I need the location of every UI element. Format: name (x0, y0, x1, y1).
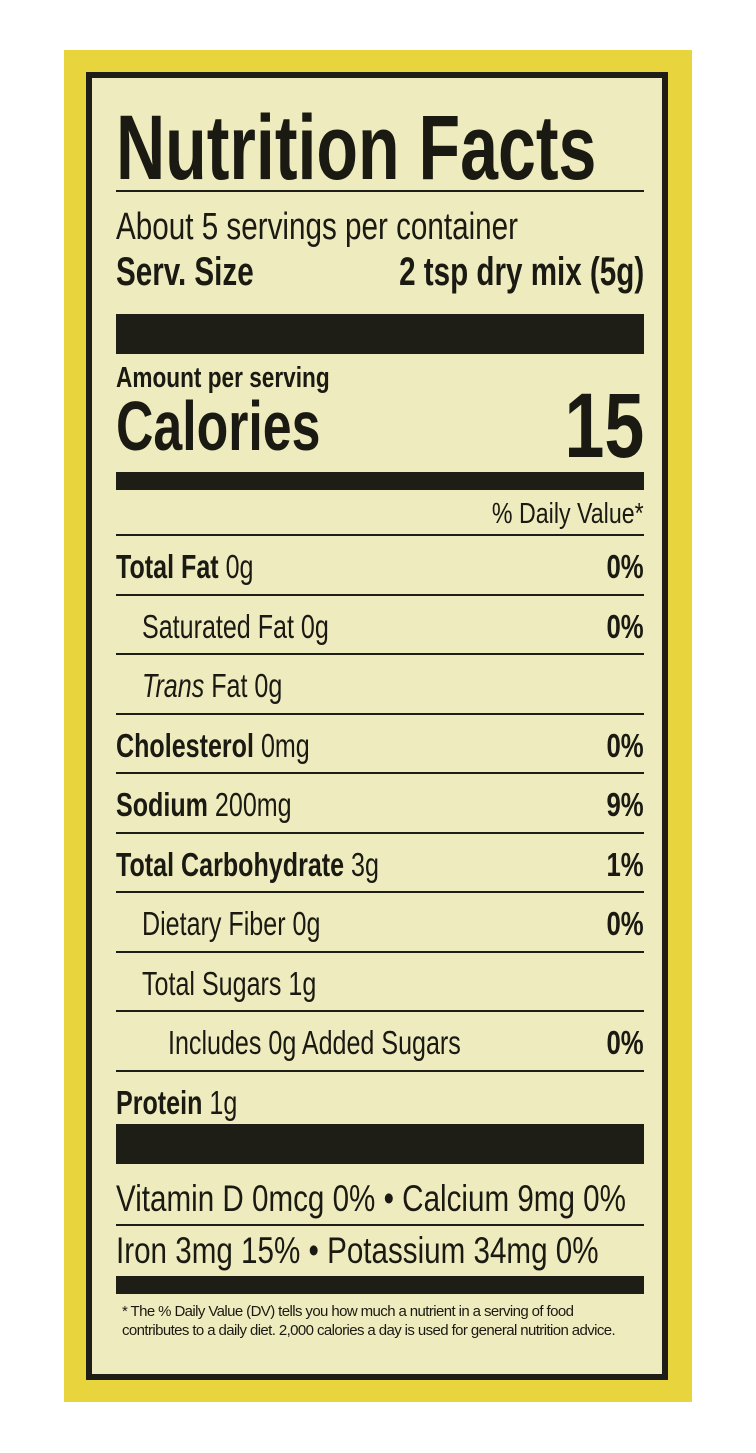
nutrient-label: Includes 0g Added Sugars (168, 1024, 461, 1062)
nutrient-row: Total Sugars 1g (116, 965, 644, 1005)
servings-line: About 5 servings per container (116, 206, 644, 248)
calories-label: Calories (116, 387, 321, 465)
nutrient-amount: 0mg (260, 726, 310, 764)
nutrient-row: Includes 0g Added Sugars 0% (116, 1024, 644, 1064)
nutrient-row: Total Carbohydrate 3g 1% (116, 846, 644, 886)
nutrient-amount: 1g (288, 964, 317, 1002)
nutrient-label: Total Sugars 1g (142, 965, 316, 1003)
nutrient-name: Cholesterol (116, 726, 254, 764)
footnote: * The % Daily Value (DV) tells you how m… (122, 1303, 616, 1339)
nutrient-label: Protein 1g (116, 1084, 237, 1122)
nutrient-row: Sodium 200mg 9% (116, 786, 644, 826)
divider (116, 1069, 644, 1072)
thick-divider (116, 1124, 644, 1164)
nutrient-row: Total Fat 0g 0% (116, 548, 644, 588)
divider (116, 712, 644, 715)
nutrient-name: Total Fat (116, 548, 219, 585)
nutrient-amount: 200mg (214, 786, 292, 823)
nutrient-label: Trans Fat 0g (142, 667, 282, 705)
nutrient-name: Total Carbohydrate (116, 845, 345, 883)
nutrient-amount: 0g (225, 548, 254, 585)
nutrient-label: Total Fat 0g (116, 548, 254, 586)
divider (116, 534, 644, 536)
nutrient-label: Saturated Fat 0g (142, 608, 329, 646)
thick-divider (116, 314, 644, 354)
amount-per-serving: Amount per serving (116, 362, 330, 394)
divider (116, 772, 644, 774)
medium-divider (116, 1276, 644, 1294)
nutrient-label: Dietary Fiber 0g (142, 905, 320, 943)
nutrient-amount: 1g (209, 1083, 238, 1121)
nutrient-row: Dietary Fiber 0g 0% (116, 905, 644, 945)
nutrient-amount: 0g (300, 607, 329, 645)
nutrient-name-suffix: Fat (211, 667, 248, 704)
divider (116, 653, 644, 655)
nutrient-name: Trans (142, 667, 205, 704)
nutrient-amount: 0g (292, 905, 321, 942)
nutrient-amount: 0g (254, 667, 283, 704)
nutrient-name: Dietary Fiber (142, 905, 286, 942)
nutrient-daily-value: 1% (606, 845, 644, 883)
nutrient-label: Total Carbohydrate 3g (116, 846, 379, 884)
nutrient-name: Sodium (116, 786, 208, 823)
divider (116, 1010, 644, 1012)
divider (116, 1224, 644, 1226)
divider (116, 593, 644, 596)
nutrient-daily-value: 0% (606, 1024, 644, 1061)
nutrition-facts-label: Nutrition Facts About 5 servings per con… (86, 72, 668, 1380)
medium-divider (116, 472, 644, 490)
title-wrap: Nutrition Facts (116, 96, 644, 199)
divider (116, 831, 644, 834)
nutrient-daily-value: 0% (606, 548, 644, 585)
serving-size-value: 2 tsp dry mix (5g) (398, 250, 644, 294)
amount-per-serving-line: Amount per serving (116, 362, 644, 394)
daily-value-header: % Daily Value* (492, 498, 644, 530)
daily-value-header-line: % Daily Value* (116, 498, 644, 530)
nutrient-name: Protein (116, 1083, 203, 1121)
vitamin-line: Iron 3mg 15% • Potassium 34mg 0% (116, 1230, 644, 1274)
nutrient-daily-value: 0% (606, 905, 644, 942)
nutrient-name: Saturated Fat (142, 607, 294, 645)
nutrient-amount: 3g (351, 845, 379, 883)
calories-value: 15 (564, 375, 644, 477)
divider (116, 190, 644, 192)
nutrient-daily-value: 9% (606, 786, 644, 823)
vitamins-row-1: Vitamin D 0mcg 0% • Calcium 9mg 0% (116, 1178, 626, 1219)
nutrient-daily-value: 0% (606, 726, 644, 764)
nutrient-row: Trans Fat 0g (116, 667, 644, 707)
nutrient-label: Cholesterol 0mg (116, 727, 310, 765)
nutrient-name: Includes 0g Added Sugars (168, 1024, 461, 1061)
divider (116, 891, 644, 893)
calories-line: Calories 15 (116, 375, 644, 477)
vitamins-row-2: Iron 3mg 15% • Potassium 34mg 0% (116, 1230, 599, 1271)
nutrient-name: Total Sugars (142, 964, 282, 1002)
nutrient-row: Saturated Fat 0g 0% (116, 608, 644, 648)
serving-size-line: Serv. Size 2 tsp dry mix (5g) (116, 250, 644, 296)
label-title: Nutrition Facts (116, 97, 597, 199)
nutrient-daily-value: 0% (606, 607, 644, 645)
nutrient-row: Protein 1g (116, 1084, 644, 1124)
nutrient-row: Cholesterol 0mg 0% (116, 727, 644, 767)
divider (116, 950, 644, 953)
serving-size-label: Serv. Size (116, 250, 254, 294)
vitamin-line: Vitamin D 0mcg 0% • Calcium 9mg 0% (116, 1178, 644, 1222)
nutrient-label: Sodium 200mg (116, 786, 292, 824)
servings-per-container: About 5 servings per container (116, 206, 519, 248)
